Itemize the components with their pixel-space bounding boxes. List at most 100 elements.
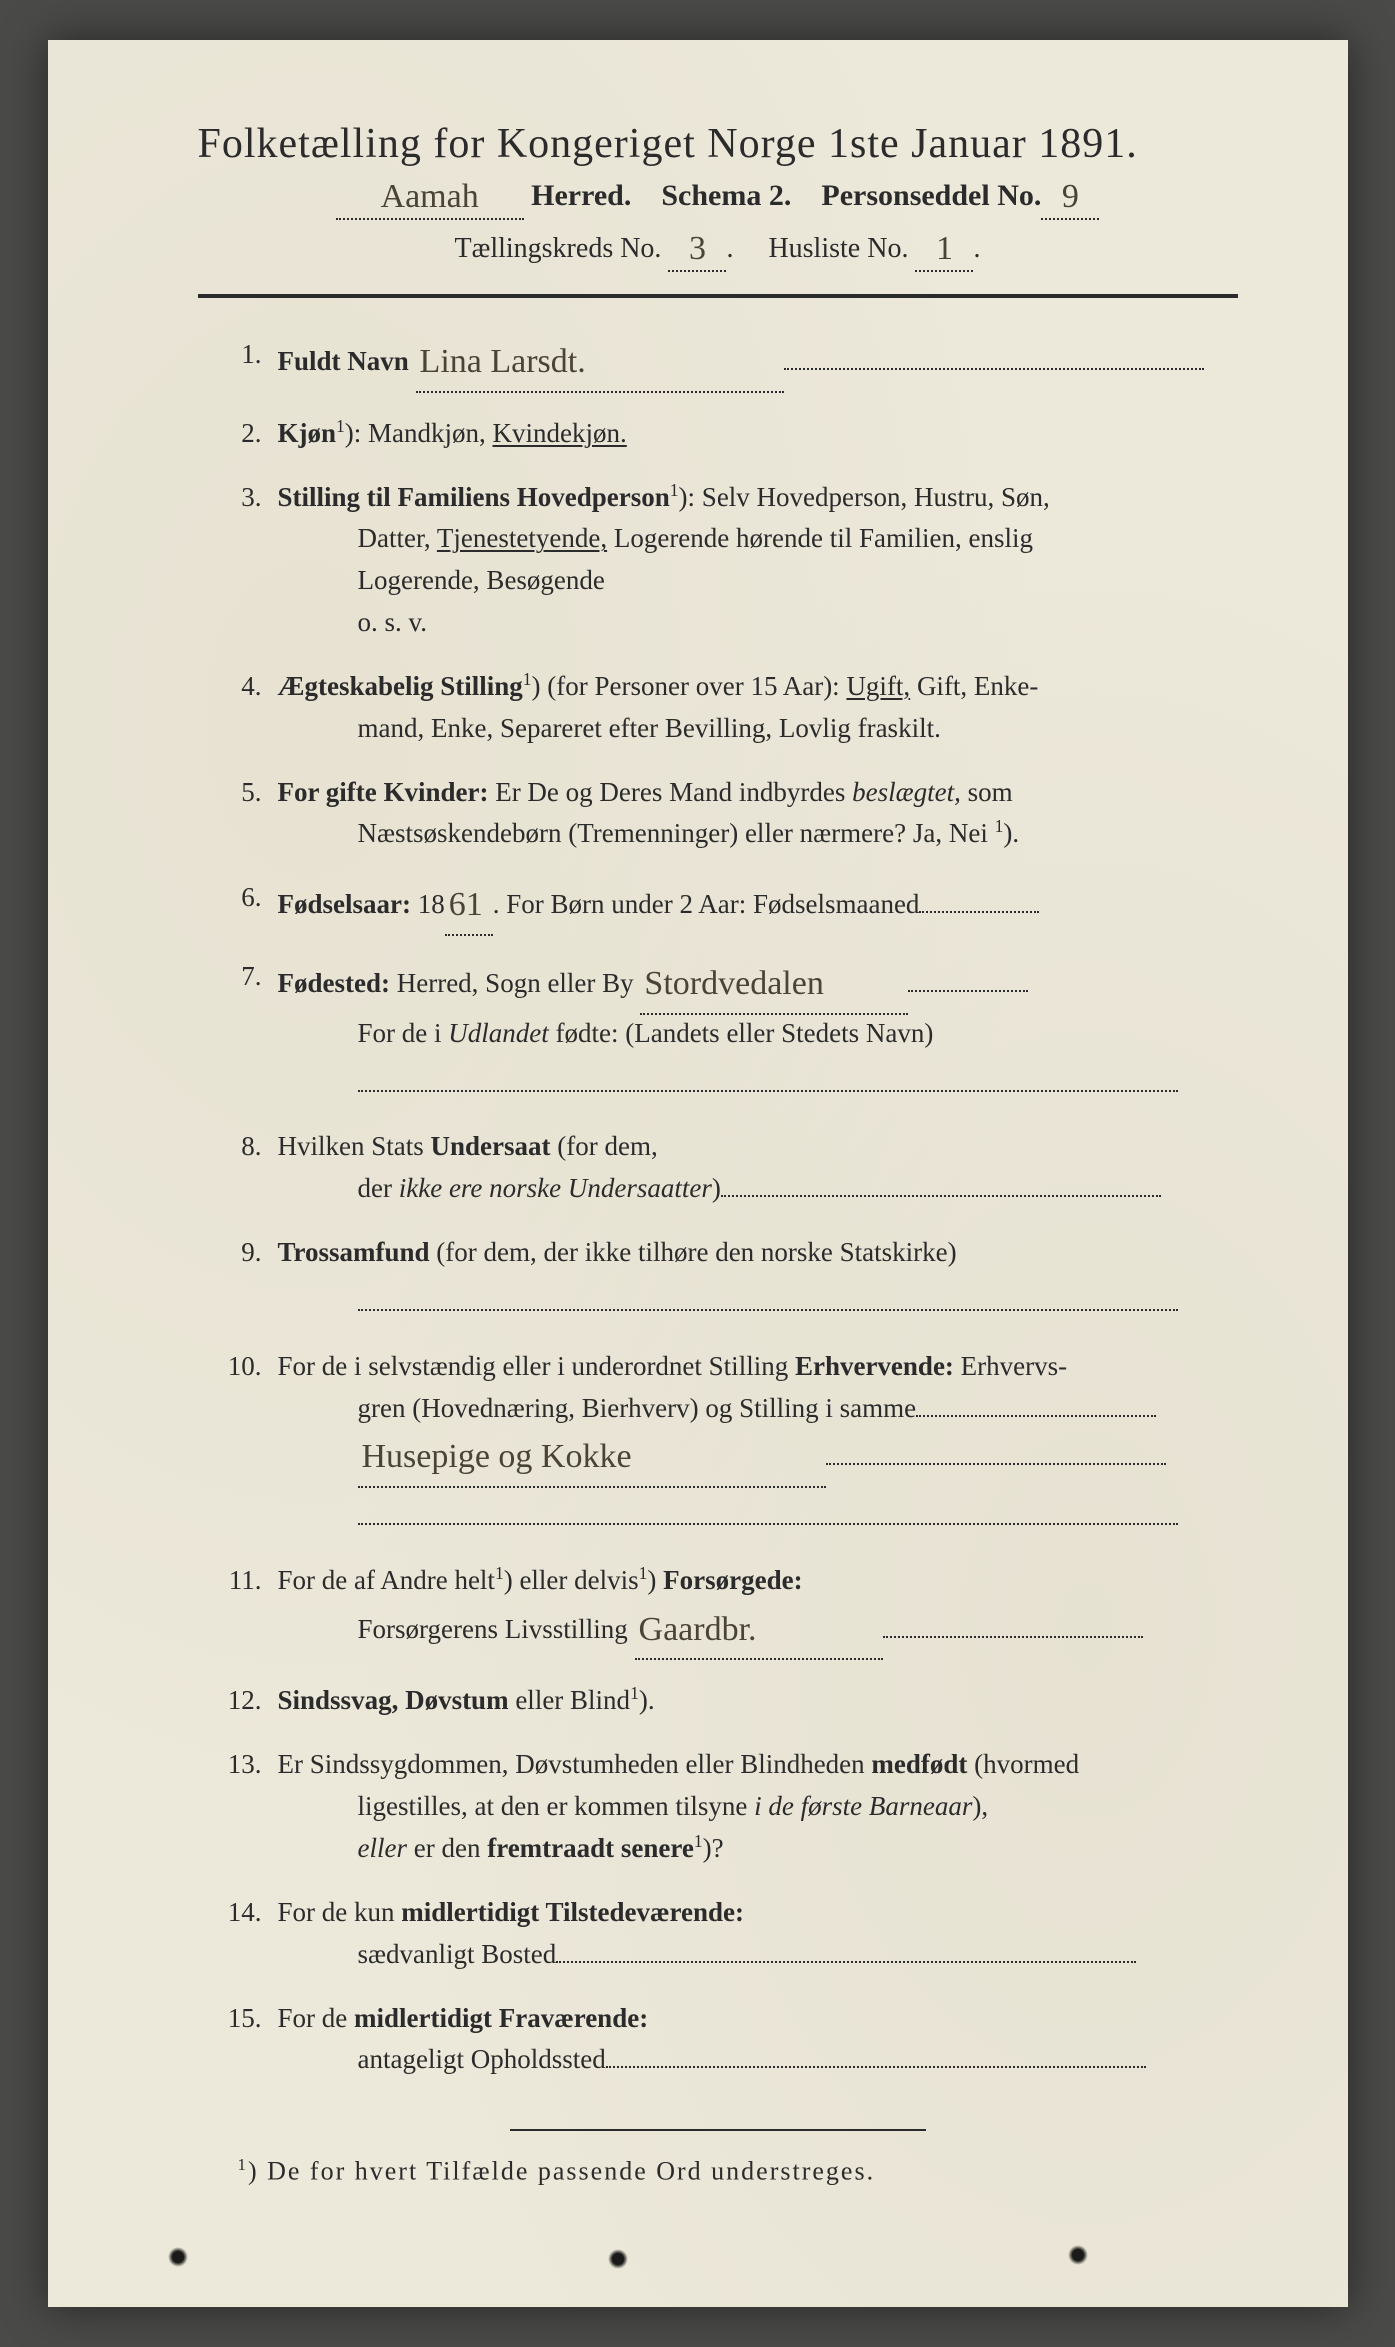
q11-l1a: For de af Andre helt <box>278 1565 495 1595</box>
q10-l1b: Erhvervende: <box>795 1351 954 1381</box>
entry-8: 8. Hvilken Stats Undersaat (for dem, der… <box>198 1126 1238 1210</box>
q4-mid: ) (for Personer over 15 Aar): <box>532 671 847 701</box>
q5-line2-wrap: Næstsøskendebørn (Tremenninger) eller næ… <box>358 818 1020 848</box>
q12-end: ). <box>639 1685 655 1715</box>
entry-15: 15. For de midlertidigt Fraværende: anta… <box>198 1998 1238 2082</box>
q5-l2a: Næstsøskendebørn (Tremenninger) eller næ… <box>358 818 995 848</box>
entry-12: 12. Sindssvag, Døvstum eller Blind1). <box>198 1680 1238 1722</box>
q5-l1a: Er De og Deres Mand indbyrdes <box>488 777 852 807</box>
q9-rest: (for dem, der ikke tilhøre den norske St… <box>430 1237 957 1267</box>
q5-l1b: som <box>961 777 1013 807</box>
q2-sup: 1 <box>336 416 345 436</box>
q3-line2a: Datter, <box>358 523 437 553</box>
personseddel-label: Personseddel No. <box>821 179 1041 212</box>
num-1: 1. <box>198 334 278 376</box>
q5-l1i: beslægtet, <box>852 777 961 807</box>
q13-l1b: medfødt <box>871 1749 967 1779</box>
q2-label: Kjøn <box>278 418 337 448</box>
ink-blot-1 <box>168 2247 188 2267</box>
q13-l2b: ), <box>972 1791 988 1821</box>
header-line-1: Aamah Herred. Schema 2. Personseddel No.… <box>198 176 1238 218</box>
q12-rest: eller Blind <box>509 1685 630 1715</box>
entry-2: 2. Kjøn1): Mandkjøn, Kvindekjøn. <box>198 413 1238 455</box>
q7-l2b: fødte: (Landets eller Stedets Navn) <box>549 1018 934 1048</box>
num-12: 12. <box>198 1680 278 1722</box>
q6-month-fill <box>919 884 1039 913</box>
q10-fill1 <box>916 1388 1156 1417</box>
kreds-no: 3 <box>668 230 726 272</box>
q13-l3b: fremtraadt senere <box>487 1833 694 1863</box>
entry-13: 13. Er Sindssygdommen, Døvstumheden elle… <box>198 1744 1238 1870</box>
q13-sup: 1 <box>694 1831 703 1851</box>
entry-6: 6. Fødselsaar: 1861. For Børn under 2 Aa… <box>198 877 1238 934</box>
q4-label: Ægteskabelig Stilling <box>278 671 523 701</box>
q10-l1a: For de i selvstændig eller i underordnet… <box>278 1351 795 1381</box>
q8-l1: Hvilken Stats <box>278 1131 431 1161</box>
main-title: Folketælling for Kongeriget Norge 1ste J… <box>198 120 1238 168</box>
q8-l2i: ikke ere norske Undersaatter <box>399 1173 712 1203</box>
entry-7: 7. Fødested: Herred, Sogn eller By Stord… <box>198 956 1238 1104</box>
q7-l2a: For de i <box>358 1018 449 1048</box>
herred-label: Herred. <box>531 179 631 212</box>
entry-10: 10. For de i selvstændig eller i underor… <box>198 1346 1238 1538</box>
num-15: 15. <box>198 1998 278 2040</box>
q10-l2: gren (Hovednæring, Bierhverv) og Stillin… <box>358 1393 917 1423</box>
q4-line2: mand, Enke, Separeret efter Bevilling, L… <box>358 713 941 743</box>
num-7: 7. <box>198 956 278 998</box>
num-13: 13. <box>198 1744 278 1786</box>
q3-colon: ): <box>679 482 696 512</box>
header-rule <box>198 294 1238 298</box>
q7-blank-line <box>358 1063 1178 1092</box>
q4-rest1: Gift, Enke- <box>910 671 1038 701</box>
q2-opt1: Mandkjøn, <box>368 418 486 448</box>
q11-line2-wrap: Forsørgerens Livsstilling Gaardbr. <box>358 1614 1143 1644</box>
q13-l2i: i de første Barneaar <box>754 1791 972 1821</box>
q10-value-wrap: Husepige og Kokke <box>358 1441 1166 1471</box>
entry-4: 4. Ægteskabelig Stilling1) (for Personer… <box>198 666 1238 750</box>
q1-fill <box>784 341 1204 370</box>
q8-l2a: der <box>358 1173 399 1203</box>
q8-line2-wrap: der ikke ere norske Undersaatter) <box>358 1173 1161 1203</box>
q13-l3c: )? <box>703 1833 724 1863</box>
q14-l1a: For de kun <box>278 1897 402 1927</box>
q10-l1c: Erhvervs- <box>954 1351 1067 1381</box>
q11-value: Gaardbr. <box>635 1604 883 1661</box>
q4-ugift: Ugift, <box>846 671 910 701</box>
q13-line3-wrap: eller er den fremtraadt senere1)? <box>358 1833 724 1863</box>
q8-l1b: Undersaat <box>431 1131 551 1161</box>
q4-sup: 1 <box>523 669 532 689</box>
q11-l1b: ) <box>647 1565 663 1595</box>
personseddel-no: 9 <box>1041 178 1099 220</box>
q13-l1c: (hvormed <box>967 1749 1079 1779</box>
ink-blot-2 <box>608 2249 628 2269</box>
husliste-label: Husliste No. <box>768 233 908 264</box>
kreds-label: Tællingskreds No. <box>455 233 662 264</box>
entry-11: 11. For de af Andre helt1) eller delvis1… <box>198 1560 1238 1659</box>
q13-l3i: eller <box>358 1833 407 1863</box>
q11-sup1: 1 <box>495 1563 504 1583</box>
entry-1: 1. Fuldt Navn Lina Larsdt. <box>198 334 1238 391</box>
footnote-text: ) De for hvert Tilfælde passende Ord und… <box>248 2157 875 2186</box>
q10-blank-line <box>358 1496 1178 1525</box>
q14-line2-wrap: sædvanligt Bosted <box>358 1939 1137 1969</box>
q15-l1a: For de <box>278 2003 355 2033</box>
q13-l3a: er den <box>407 1833 487 1863</box>
q14-fill <box>556 1934 1136 1963</box>
q6-prefix: 18 <box>411 889 445 919</box>
entry-9: 9. Trossamfund (for dem, der ikke tilhør… <box>198 1232 1238 1324</box>
q8-l2b: ) <box>712 1173 721 1203</box>
q3-line2-wrap: Datter, Tjenestetyende, Logerende hørend… <box>358 523 1033 553</box>
num-2: 2. <box>198 413 278 455</box>
entry-3: 3. Stilling til Familiens Hovedperson1):… <box>198 477 1238 644</box>
q10-value: Husepige og Kokke <box>358 1431 826 1488</box>
q8-fill <box>721 1168 1161 1197</box>
q5-label: For gifte Kvinder: <box>278 777 489 807</box>
q7-fill <box>908 963 1028 992</box>
q2-opt2: Kvindekjøn. <box>493 418 627 448</box>
q3-line4: o. s. v. <box>358 607 428 637</box>
entry-14: 14. For de kun midlertidigt Tilstedevære… <box>198 1892 1238 1976</box>
q3-line2u: Tjenestetyende, <box>437 523 607 553</box>
herred-handwritten: Aamah <box>336 178 524 220</box>
num-3: 3. <box>198 477 278 519</box>
footnote-rule <box>510 2129 926 2131</box>
